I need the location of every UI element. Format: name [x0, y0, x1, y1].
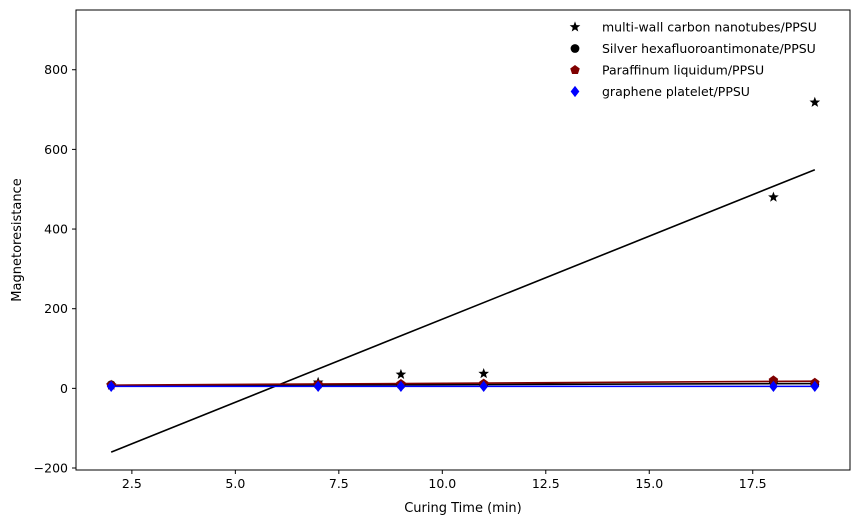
- x-tick-label: 10.0: [428, 476, 456, 491]
- y-tick-label: 800: [44, 62, 68, 77]
- legend-label-series-2: Silver hexafluoroantimonate/PPSU: [602, 41, 816, 56]
- x-tick-label: 7.5: [329, 476, 349, 491]
- legend-label-series-1: multi-wall carbon nanotubes/PPSU: [602, 20, 817, 35]
- legend: multi-wall carbon nanotubes/PPSU Silver h…: [569, 20, 817, 99]
- data-point-series-4: [106, 380, 116, 392]
- x-axis-ticks: 2.5 5.0 7.5 10.0 12.5 15.0 17.5: [122, 470, 767, 491]
- data-point-series-4: [769, 380, 778, 392]
- y-axis-ticks: −200 0 200 400 600 800: [34, 62, 76, 476]
- data-point-series-4: [479, 380, 489, 392]
- y-tick-label: 0: [60, 381, 68, 396]
- y-tick-label: 200: [44, 301, 68, 316]
- legend-marker-series-4: [570, 85, 580, 98]
- data-point-series-4: [313, 380, 323, 392]
- legend-marker-series-3: [570, 65, 580, 75]
- x-tick-label: 5.0: [225, 476, 245, 491]
- legend-marker-series-1: [569, 21, 581, 32]
- y-tick-label: 600: [44, 142, 68, 157]
- fit-line-series-3: [111, 380, 815, 386]
- fit-line-series-1: [110, 168, 816, 453]
- x-tick-label: 17.5: [739, 476, 767, 491]
- x-tick-label: 15.0: [635, 476, 663, 491]
- data-point-series-3: [768, 375, 779, 385]
- data-point-series-1: [809, 96, 821, 107]
- y-tick-label: 400: [44, 222, 68, 237]
- y-axis-label: Magnetoresistance: [10, 178, 25, 301]
- x-tick-label: 2.5: [122, 476, 142, 491]
- data-point-series-1: [395, 368, 407, 379]
- plot-frame: [75, 9, 851, 471]
- data-point-series-4: [810, 380, 820, 392]
- data-markers: [105, 96, 821, 392]
- data-point-series-4: [396, 380, 406, 392]
- fit-lines: [110, 168, 816, 453]
- data-point-series-1: [768, 191, 779, 202]
- legend-marker-series-2: [570, 44, 580, 53]
- x-tick-label: 12.5: [532, 476, 560, 491]
- x-axis-label: Curing Time (min): [404, 501, 522, 516]
- plot-area: [76, 10, 850, 470]
- legend-label-series-4: graphene platelet/PPSU: [602, 84, 750, 99]
- data-point-series-1: [478, 368, 490, 379]
- y-tick-label: −200: [34, 461, 68, 476]
- legend-label-series-3: Paraffinum liquidum/PPSU: [602, 63, 764, 78]
